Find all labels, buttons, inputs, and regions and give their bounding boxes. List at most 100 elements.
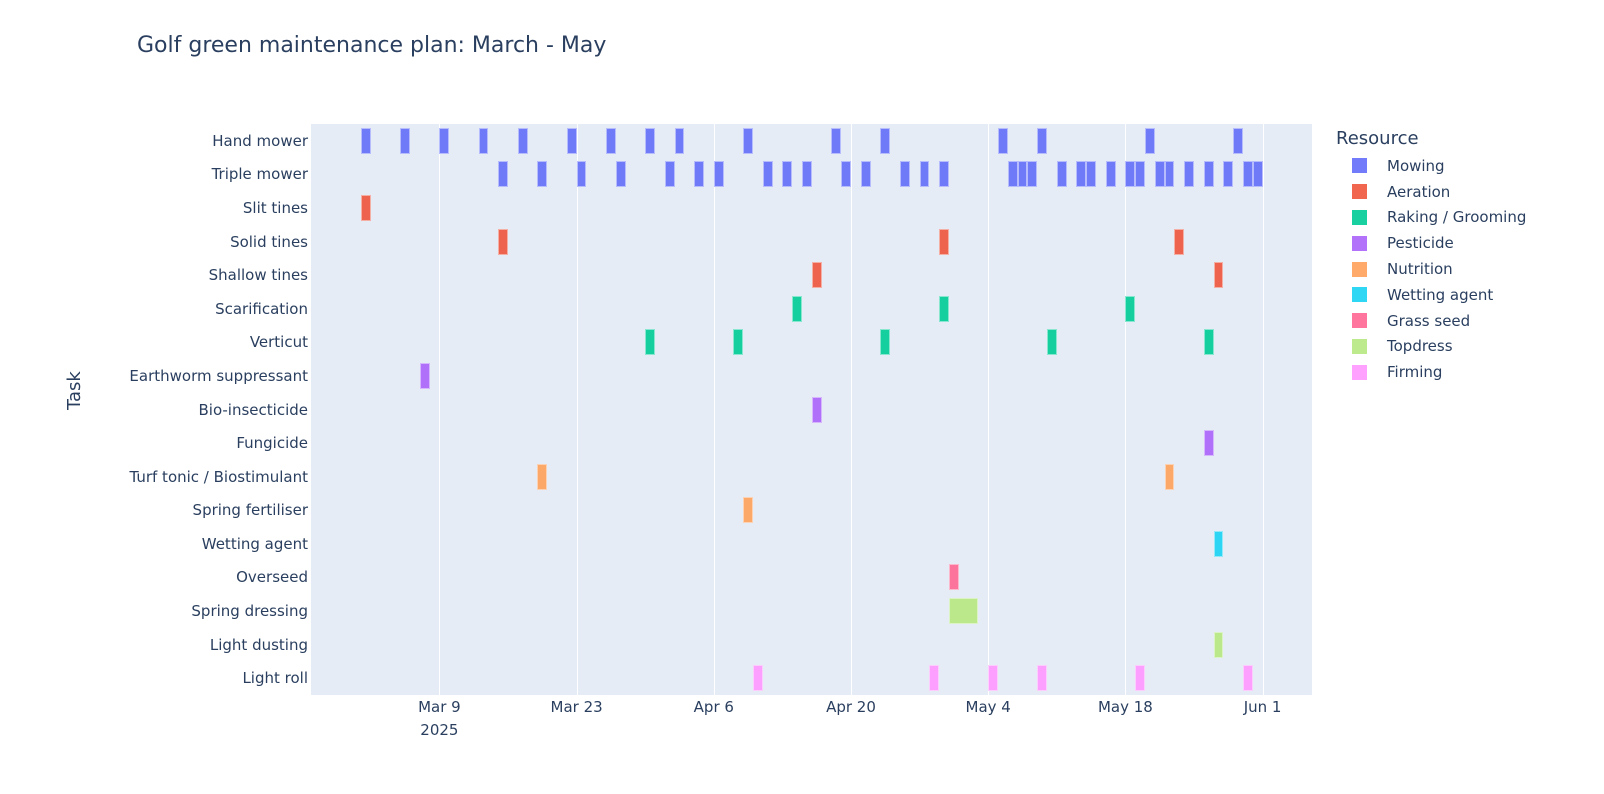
task-bar[interactable] bbox=[694, 161, 704, 188]
task-bar[interactable] bbox=[517, 127, 528, 154]
task-bar[interactable] bbox=[1105, 161, 1116, 188]
task-bar[interactable] bbox=[1076, 161, 1087, 188]
legend-item[interactable]: Raking / Grooming bbox=[1336, 205, 1526, 231]
legend-item[interactable]: Grass seed bbox=[1336, 308, 1526, 334]
task-bar[interactable] bbox=[1164, 161, 1175, 188]
task-bar[interactable] bbox=[998, 127, 1008, 154]
task-bar[interactable] bbox=[929, 665, 940, 692]
task-bar[interactable] bbox=[1243, 665, 1253, 692]
task-bar[interactable] bbox=[743, 127, 753, 154]
task-bar[interactable] bbox=[606, 127, 616, 154]
task-bar[interactable] bbox=[880, 127, 891, 154]
task-bar[interactable] bbox=[1037, 127, 1047, 154]
task-bar[interactable] bbox=[1174, 228, 1185, 255]
legend-swatch-icon bbox=[1352, 235, 1367, 251]
task-bar[interactable] bbox=[880, 329, 891, 356]
legend-item[interactable]: Pesticide bbox=[1336, 230, 1526, 256]
task-bar[interactable] bbox=[841, 161, 851, 188]
task-bar[interactable] bbox=[674, 127, 685, 154]
task-bar[interactable] bbox=[1037, 665, 1047, 692]
task-bar[interactable] bbox=[1047, 329, 1057, 356]
task-bar[interactable] bbox=[811, 262, 822, 289]
task-bar[interactable] bbox=[1213, 631, 1224, 658]
task-bar[interactable] bbox=[743, 497, 753, 524]
task-bar[interactable] bbox=[1243, 161, 1253, 188]
task-bar[interactable] bbox=[361, 194, 371, 221]
task-bar[interactable] bbox=[919, 161, 930, 188]
task-bar[interactable] bbox=[1027, 161, 1038, 188]
task-bar[interactable] bbox=[939, 161, 949, 188]
legend-item[interactable]: Nutrition bbox=[1336, 256, 1526, 282]
task-bar[interactable] bbox=[1203, 430, 1214, 457]
task-bar[interactable] bbox=[1135, 665, 1145, 692]
legend-item[interactable]: Firming bbox=[1336, 359, 1526, 385]
task-bar[interactable] bbox=[645, 127, 655, 154]
task-bar[interactable] bbox=[713, 161, 724, 188]
task-bar[interactable] bbox=[566, 127, 577, 154]
task-bar[interactable] bbox=[762, 161, 773, 188]
task-bar[interactable] bbox=[831, 127, 842, 154]
task-bar[interactable] bbox=[537, 463, 548, 490]
legend-label: Grass seed bbox=[1387, 311, 1471, 330]
task-bar[interactable] bbox=[1125, 161, 1136, 188]
task-bar[interactable] bbox=[439, 127, 450, 154]
task-bar[interactable] bbox=[802, 161, 812, 188]
x-tick-label: Apr 20 bbox=[826, 698, 876, 716]
chart-title: Golf green maintenance plan: March - May bbox=[137, 33, 607, 58]
task-bar[interactable] bbox=[664, 161, 675, 188]
task-bar[interactable] bbox=[939, 295, 949, 322]
task-bar[interactable] bbox=[576, 161, 587, 188]
task-bar[interactable] bbox=[1213, 530, 1224, 557]
task-bar[interactable] bbox=[537, 161, 548, 188]
task-bar[interactable] bbox=[792, 295, 802, 322]
legend-item[interactable]: Topdress bbox=[1336, 334, 1526, 360]
task-bar[interactable] bbox=[1203, 161, 1214, 188]
x-gridline bbox=[576, 124, 578, 695]
task-bar[interactable] bbox=[949, 598, 979, 625]
task-bar[interactable] bbox=[988, 665, 998, 692]
legend-item[interactable]: Aeration bbox=[1336, 179, 1526, 205]
y-tick-label: Slit tines bbox=[242, 198, 308, 217]
task-bar[interactable] bbox=[1145, 127, 1155, 154]
task-bar[interactable] bbox=[1125, 295, 1136, 322]
task-bar[interactable] bbox=[1252, 161, 1263, 188]
task-bar[interactable] bbox=[1007, 161, 1018, 188]
task-bar[interactable] bbox=[949, 564, 959, 591]
task-bar[interactable] bbox=[811, 396, 822, 423]
x-tick-label: Mar 23 bbox=[550, 698, 603, 716]
task-bar[interactable] bbox=[1056, 161, 1067, 188]
task-bar[interactable] bbox=[1086, 161, 1096, 188]
task-bar[interactable] bbox=[498, 228, 508, 255]
task-bar[interactable] bbox=[419, 362, 430, 389]
y-tick-label: Bio-insecticide bbox=[198, 400, 308, 419]
y-tick-label: Spring dressing bbox=[191, 602, 308, 621]
legend-swatch-icon bbox=[1352, 287, 1367, 303]
task-bar[interactable] bbox=[478, 127, 489, 154]
task-bar[interactable] bbox=[1223, 161, 1234, 188]
task-bar[interactable] bbox=[361, 127, 371, 154]
task-bar[interactable] bbox=[498, 161, 508, 188]
plot-area[interactable] bbox=[311, 124, 1312, 695]
task-bar[interactable] bbox=[645, 329, 655, 356]
task-bar[interactable] bbox=[1135, 161, 1145, 188]
task-bar[interactable] bbox=[1017, 161, 1028, 188]
task-bar[interactable] bbox=[1184, 161, 1194, 188]
legend-item[interactable]: Wetting agent bbox=[1336, 282, 1526, 308]
legend-item[interactable]: Mowing bbox=[1336, 153, 1526, 179]
task-bar[interactable] bbox=[900, 161, 910, 188]
task-bar[interactable] bbox=[1233, 127, 1243, 154]
task-bar[interactable] bbox=[615, 161, 626, 188]
task-bar[interactable] bbox=[1164, 463, 1175, 490]
task-bar[interactable] bbox=[1213, 262, 1224, 289]
legend-swatch-icon bbox=[1352, 261, 1367, 277]
task-bar[interactable] bbox=[782, 161, 793, 188]
task-bar[interactable] bbox=[860, 161, 871, 188]
x-gridline bbox=[851, 124, 852, 695]
task-bar[interactable] bbox=[733, 329, 744, 356]
task-bar[interactable] bbox=[939, 228, 949, 255]
task-bar[interactable] bbox=[1203, 329, 1214, 356]
task-bar[interactable] bbox=[400, 127, 410, 154]
task-bar[interactable] bbox=[753, 665, 763, 692]
x-gridline bbox=[439, 124, 441, 695]
task-bar[interactable] bbox=[1154, 161, 1165, 188]
